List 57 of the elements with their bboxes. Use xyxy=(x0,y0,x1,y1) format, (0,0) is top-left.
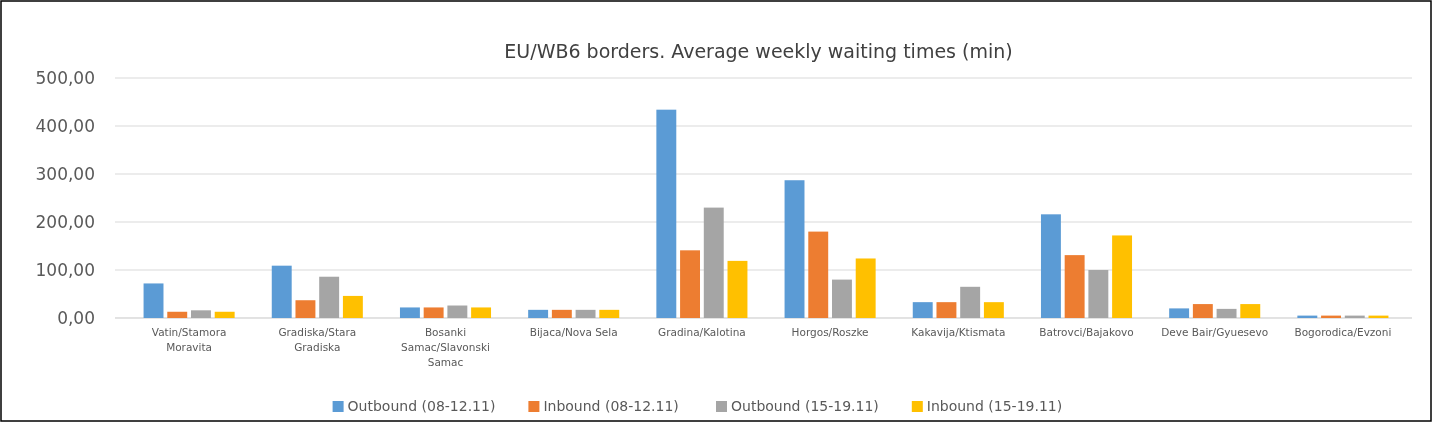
bar xyxy=(471,307,492,318)
bar xyxy=(808,231,829,318)
bar xyxy=(423,307,444,318)
y-tick-label: 200,00 xyxy=(35,211,95,232)
x-tick-label: Bosanki Samac/Slavonski Samac xyxy=(401,326,490,368)
bar xyxy=(960,286,981,318)
bar xyxy=(1088,270,1109,318)
bar xyxy=(703,207,724,318)
bar xyxy=(191,310,211,318)
y-tick-label: 100,00 xyxy=(35,259,95,280)
bar xyxy=(727,260,748,318)
x-tick-label: Vatin/Stamora Moravita xyxy=(151,326,227,353)
x-tick-label: Bogorodica/Evzoni xyxy=(1294,326,1392,338)
bar xyxy=(1040,214,1061,318)
bar xyxy=(167,311,188,318)
x-tick-label: Bijaca/Nova Sela xyxy=(529,326,618,338)
bar xyxy=(528,309,549,318)
x-tick-label: Kakavija/Ktismata xyxy=(911,326,1006,338)
bar xyxy=(143,283,164,318)
x-tick-label: Batrovci/Bajakovo xyxy=(1039,326,1134,338)
bar xyxy=(319,276,340,318)
bar xyxy=(1216,308,1237,318)
bar xyxy=(680,250,700,318)
bar xyxy=(551,309,572,318)
bar xyxy=(214,311,235,318)
bar xyxy=(855,258,876,318)
x-tick-label: Horgos/Roszke xyxy=(791,326,869,338)
bar xyxy=(1192,304,1213,318)
bar xyxy=(399,307,420,318)
bar xyxy=(447,305,468,318)
y-tick-label: 300,00 xyxy=(35,163,95,184)
bar xyxy=(342,295,363,318)
bar xyxy=(912,302,933,318)
bar xyxy=(1112,235,1133,318)
bar xyxy=(832,279,852,318)
bar xyxy=(784,180,805,318)
bar xyxy=(271,265,292,318)
legend-label: Outbound (08-12.11) xyxy=(347,398,496,414)
bar xyxy=(656,109,677,318)
x-tick-label: Deve Bair/Gyuesevo xyxy=(1161,326,1269,338)
bar xyxy=(599,309,620,318)
bar xyxy=(1240,304,1261,318)
legend-label: Outbound (15-19.11) xyxy=(731,398,879,414)
bar xyxy=(575,309,596,318)
y-tick-label: 0,00 xyxy=(57,307,95,328)
x-tick-label: Gradiska/Stara Gradiska xyxy=(278,326,357,353)
bar xyxy=(936,302,957,318)
bar xyxy=(983,302,1004,318)
y-tick-label: 500,00 xyxy=(35,67,95,88)
legend-label: Inbound (15-19.11) xyxy=(926,398,1063,414)
bar xyxy=(1064,255,1085,318)
bar xyxy=(1169,308,1190,318)
y-tick-label: 400,00 xyxy=(35,115,95,136)
chart-title: EU/WB6 borders. Average weekly waiting times (min) xyxy=(504,40,1013,62)
legend-label: Inbound (08-12.11) xyxy=(543,398,679,414)
x-tick-label: Gradina/Kalotina xyxy=(658,326,746,338)
bar xyxy=(295,300,316,318)
